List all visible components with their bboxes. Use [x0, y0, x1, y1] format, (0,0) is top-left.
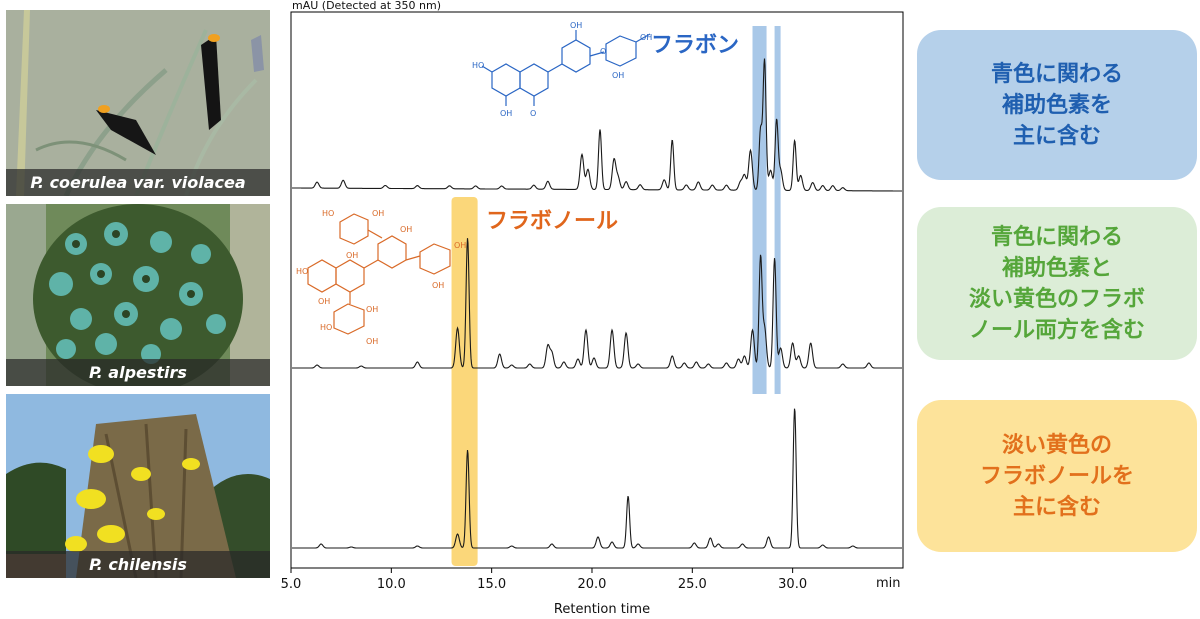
- summary-card-text: 淡い黄色の フラボノールを 主に含む: [979, 432, 1134, 520]
- flavone-band-1: [752, 26, 767, 394]
- svg-text:HO: HO: [472, 61, 484, 70]
- svg-text:OH: OH: [372, 209, 384, 218]
- flavone-structure-icon: HO OH O OH O OH OH: [472, 21, 652, 118]
- photo-p-alpestris: P. alpestirs: [6, 204, 270, 386]
- flower-photo-teal: [6, 204, 270, 386]
- svg-text:OH: OH: [366, 337, 378, 346]
- summary-card-yellow: 淡い黄色の フラボノールを 主に含む: [917, 400, 1197, 552]
- svg-text:OH: OH: [318, 297, 330, 306]
- flavone-band-2: [774, 26, 781, 394]
- svg-text:O: O: [600, 47, 606, 56]
- svg-text:OH: OH: [570, 21, 582, 30]
- svg-text:OH: OH: [400, 225, 412, 234]
- flavonol-band: [451, 197, 478, 566]
- chart-title: mAU (Detected at 350 nm): [292, 0, 441, 12]
- svg-text:HO: HO: [296, 267, 308, 276]
- flavonol-label: フラボノール: [486, 209, 618, 234]
- photo-caption: P. chilensis: [6, 551, 270, 578]
- svg-text:O: O: [530, 109, 536, 118]
- plot-frame: [290, 11, 904, 569]
- x-unit-label: min: [876, 576, 901, 591]
- svg-text:OH: OH: [366, 305, 378, 314]
- x-axis-ticks: 5.0 10.0 15.0 20.0 25.0 30.0: [281, 568, 807, 592]
- summary-card-text: 青色に関わる 補助色素と 淡い黄色のフラボ ノール両方を含む: [968, 224, 1145, 343]
- chromatogram-svg: HO OH O OH O OH OH HO OH OH HO OH OH: [281, 0, 904, 617]
- photo-caption: P. coerulea var. violacea: [6, 169, 270, 196]
- svg-text:OH: OH: [346, 251, 358, 260]
- x-tick-label: 10.0: [377, 577, 406, 592]
- summary-card-green: 青色に関わる 補助色素と 淡い黄色のフラボ ノール両方を含む: [917, 207, 1197, 360]
- x-tick-label: 5.0: [281, 577, 302, 592]
- photo-p-chilensis: P. chilensis: [6, 394, 270, 578]
- photo-caption: P. alpestirs: [6, 359, 270, 386]
- flavone-label: フラボン: [651, 33, 739, 58]
- svg-text:OH: OH: [500, 109, 512, 118]
- svg-text:OH: OH: [640, 33, 652, 42]
- x-tick-label: 15.0: [477, 577, 506, 592]
- svg-text:HO: HO: [322, 209, 334, 218]
- highlight-bands: [451, 26, 781, 566]
- x-axis-label: Retention time: [554, 602, 650, 617]
- svg-text:HO: HO: [320, 323, 332, 332]
- flavonol-structure-icon: HO OH OH HO OH OH OH OH HO OH OH: [296, 209, 466, 346]
- trace-1: [292, 58, 902, 192]
- traces: [292, 58, 902, 549]
- flower-photo-blue-black: [6, 10, 270, 196]
- x-tick-label: 30.0: [778, 577, 807, 592]
- x-tick-label: 20.0: [578, 577, 607, 592]
- summary-card-text: 青色に関わる 補助色素を 主に含む: [990, 61, 1123, 149]
- svg-text:OH: OH: [432, 281, 444, 290]
- trace-3: [292, 408, 902, 549]
- trace-2: [292, 238, 902, 369]
- svg-text:OH: OH: [454, 241, 466, 250]
- summary-card-blue: 青色に関わる 補助色素を 主に含む: [917, 30, 1197, 180]
- svg-text:OH: OH: [612, 71, 624, 80]
- x-tick-label: 25.0: [678, 577, 707, 592]
- photo-p-coerulea: P. coerulea var. violacea: [6, 10, 270, 196]
- chromatogram: HO OH O OH O OH OH HO OH OH HO OH OH: [280, 0, 910, 619]
